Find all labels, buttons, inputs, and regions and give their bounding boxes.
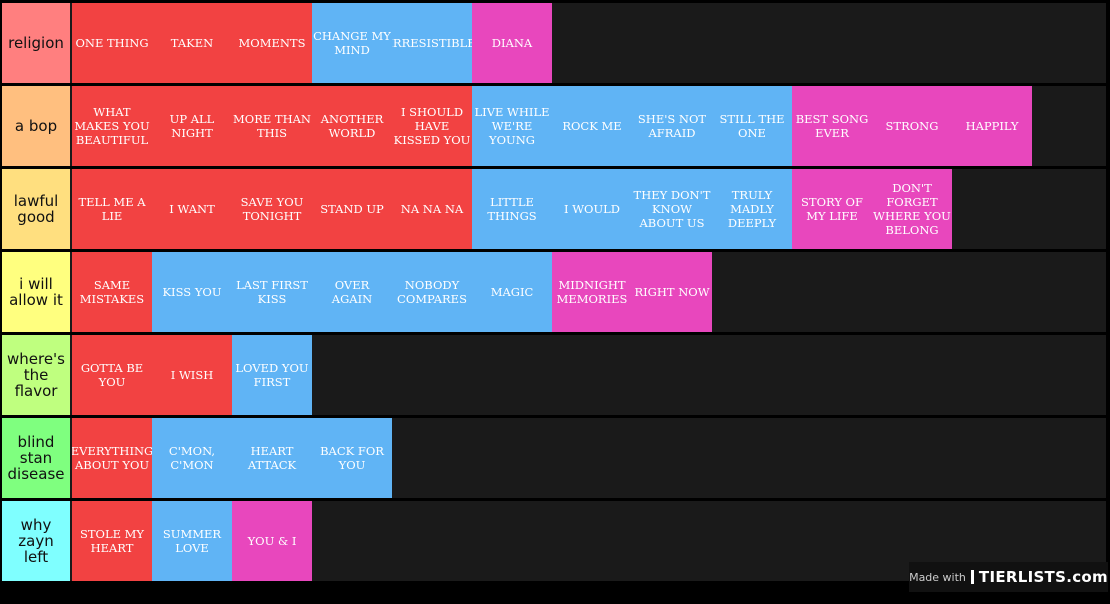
tierlists-logo-icon <box>970 570 974 584</box>
tier-row: blind stan disease EVERYTHING ABOUT YOU C'… <box>2 418 1106 498</box>
tier-row: lawful good TELL ME A LIE I WANT SAVE YOU T… <box>2 169 1106 249</box>
song-card[interactable]: TELL ME A LIE <box>72 169 152 249</box>
song-card[interactable]: SAVE YOU TONIGHT <box>232 169 312 249</box>
song-card[interactable]: ROCK ME <box>552 86 632 166</box>
song-card[interactable]: I WISH <box>152 335 232 415</box>
song-card[interactable]: TRULY MADLY DEEPLY <box>712 169 792 249</box>
song-card[interactable]: STRONG <box>872 86 952 166</box>
song-card[interactable]: THEY DON'T KNOW ABOUT US <box>632 169 712 249</box>
tier-items: TELL ME A LIE I WANT SAVE YOU TONIGHT STAND… <box>72 169 952 249</box>
song-card[interactable]: NOBODY COMPARES <box>392 252 472 332</box>
song-card[interactable]: LIVE WHILE WE'RE YOUNG <box>472 86 552 166</box>
song-card[interactable]: I WOULD <box>552 169 632 249</box>
song-card[interactable]: C'MON, C'MON <box>152 418 232 498</box>
tier-items: WHAT MAKES YOU BEAUTIFUL UP ALL NIGHT MORE… <box>72 86 1032 166</box>
tier-row: where's the flavor GOTTA BE YOU I WISH LOVE… <box>2 335 1106 415</box>
tier-items: STOLE MY HEART SUMMER LOVE YOU & I <box>72 501 312 581</box>
song-card[interactable]: BEST SONG EVER <box>792 86 872 166</box>
song-card[interactable]: HEART ATTACK <box>232 418 312 498</box>
song-card[interactable]: MIDNIGHT MEMORIES <box>552 252 632 332</box>
tier-label[interactable]: i will allow it <box>2 252 70 332</box>
tier-items: EVERYTHING ABOUT YOU C'MON, C'MON HEART AT… <box>72 418 392 498</box>
song-card[interactable]: STAND UP <box>312 169 392 249</box>
tier-label[interactable]: religion <box>2 3 70 83</box>
song-card[interactable]: NA NA NA <box>392 169 472 249</box>
song-card[interactable]: STORY OF MY LIFE <box>792 169 872 249</box>
tier-row: religion ONE THING TAKEN MOMENTS CHANGE MY M… <box>2 3 1106 83</box>
tierlists-brand: TIERLISTS.com <box>978 568 1108 586</box>
song-card[interactable]: OVER AGAIN <box>312 252 392 332</box>
song-card[interactable]: MOMENTS <box>232 3 312 83</box>
song-card[interactable]: IRRESISTIBLE <box>392 3 472 83</box>
song-card[interactable]: I SHOULD HAVE KISSED YOU <box>392 86 472 166</box>
song-card[interactable]: SUMMER LOVE <box>152 501 232 581</box>
song-card[interactable]: BACK FOR YOU <box>312 418 392 498</box>
tier-label[interactable]: a bop <box>2 86 70 166</box>
tier-items: ONE THING TAKEN MOMENTS CHANGE MY MIND IRRES… <box>72 3 552 83</box>
song-card[interactable]: WHAT MAKES YOU BEAUTIFUL <box>72 86 152 166</box>
song-card[interactable]: DIANA <box>472 3 552 83</box>
song-card[interactable]: KISS YOU <box>152 252 232 332</box>
tier-label[interactable]: lawful good <box>2 169 70 249</box>
song-card[interactable]: TAKEN <box>152 3 232 83</box>
song-card[interactable]: ONE THING <box>72 3 152 83</box>
song-card[interactable]: RIGHT NOW <box>632 252 712 332</box>
song-card[interactable]: I WANT <box>152 169 232 249</box>
tierlists-watermark[interactable]: Made with TIERLISTS.com <box>909 562 1108 592</box>
song-card[interactable]: CHANGE MY MIND <box>312 3 392 83</box>
song-card[interactable]: GOTTA BE YOU <box>72 335 152 415</box>
tier-label[interactable]: why zayn left <box>2 501 70 581</box>
tier-row: i will allow it SAME MISTAKES KISS YOU LAST… <box>2 252 1106 332</box>
song-card[interactable]: HAPPILY <box>952 86 1032 166</box>
tier-label[interactable]: blind stan disease <box>2 418 70 498</box>
song-card[interactable]: YOU & I <box>232 501 312 581</box>
tier-row: a bop WHAT MAKES YOU BEAUTIFUL UP ALL NIGH… <box>2 86 1106 166</box>
song-card[interactable]: SHE'S NOT AFRAID <box>632 86 712 166</box>
song-card[interactable]: EVERYTHING ABOUT YOU <box>72 418 152 498</box>
song-card[interactable]: LITTLE THINGS <box>472 169 552 249</box>
song-card[interactable]: LAST FIRST KISS <box>232 252 312 332</box>
song-card[interactable]: LOVED YOU FIRST <box>232 335 312 415</box>
song-card[interactable]: DON'T FORGET WHERE YOU BELONG <box>872 169 952 249</box>
tier-items: GOTTA BE YOU I WISH LOVED YOU FIRST <box>72 335 312 415</box>
song-card[interactable]: MORE THAN THIS <box>232 86 312 166</box>
song-card[interactable]: SAME MISTAKES <box>72 252 152 332</box>
song-card[interactable]: UP ALL NIGHT <box>152 86 232 166</box>
song-card[interactable]: MAGIC <box>472 252 552 332</box>
song-card[interactable]: STILL THE ONE <box>712 86 792 166</box>
made-with-text: Made with <box>909 570 966 584</box>
song-card[interactable]: STOLE MY HEART <box>72 501 152 581</box>
song-card[interactable]: ANOTHER WORLD <box>312 86 392 166</box>
tier-label[interactable]: where's the flavor <box>2 335 70 415</box>
tier-items: SAME MISTAKES KISS YOU LAST FIRST KISS OVER… <box>72 252 712 332</box>
